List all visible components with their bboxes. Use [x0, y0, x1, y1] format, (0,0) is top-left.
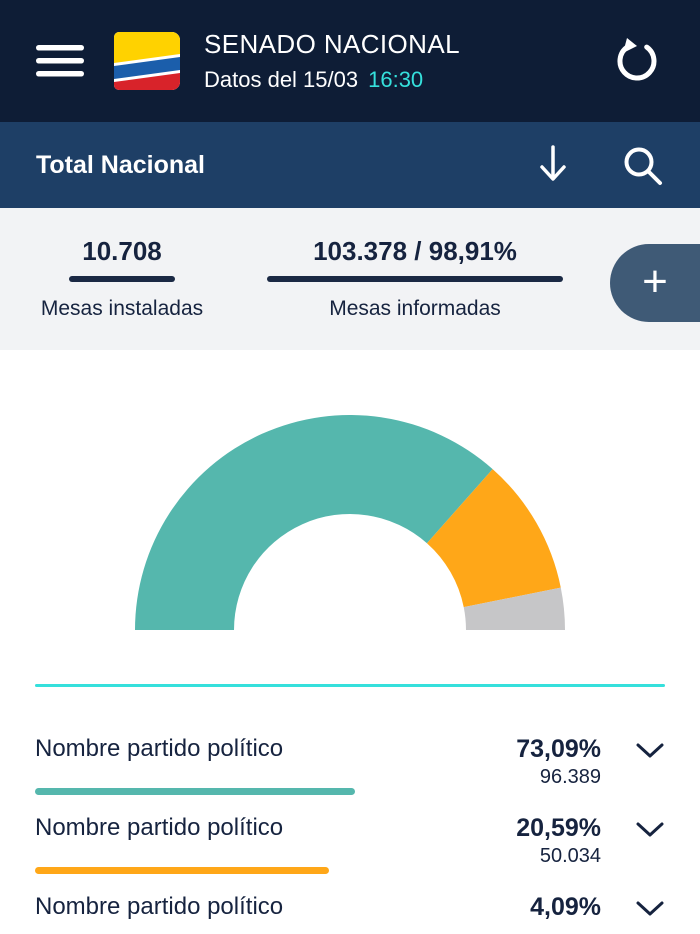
mesas-instaladas-label: Mesas instaladas [40, 297, 204, 320]
chevron-down-icon [636, 743, 664, 758]
expand-row-button[interactable] [635, 821, 665, 839]
results-gauge [135, 414, 565, 630]
region-title: Total Nacional [36, 150, 206, 179]
gauge-segment [426, 469, 561, 608]
party-percent: 4,09% [530, 893, 601, 921]
party-color-bar [35, 788, 355, 795]
stat-mesas-instaladas: 10.708 Mesas instaladas [38, 236, 206, 321]
stats-strip: 10.708 Mesas instaladas 103.378 / 98,91%… [0, 208, 700, 350]
party-row[interactable]: Nombre partido político 73,09% 96.389 [35, 734, 665, 795]
chevron-down-icon [636, 901, 664, 916]
results-gauge-wrap [135, 414, 565, 631]
colombia-flag-logo [114, 32, 180, 90]
cyan-divider [35, 684, 665, 687]
mesas-informadas-value: 103.378 / 98,91% [313, 236, 517, 266]
header-titles: SENADO NACIONAL Datos del 15/03 16:30 [204, 29, 460, 93]
app-header: SENADO NACIONAL Datos del 15/03 16:30 [0, 0, 700, 122]
stat-underline [267, 276, 563, 282]
page-title: SENADO NACIONAL [204, 29, 460, 59]
search-icon [624, 147, 662, 185]
party-name: Nombre partido político [35, 735, 284, 762]
party-name: Nombre partido político [35, 893, 284, 920]
mesas-instaladas-value: 10.708 [82, 236, 162, 266]
download-button[interactable] [538, 144, 568, 186]
menu-button[interactable] [36, 44, 84, 78]
data-time-value: 16:30 [368, 67, 424, 92]
party-votes: 50.034 [539, 845, 601, 867]
party-row[interactable]: Nombre partido político 4,09% [35, 892, 665, 934]
stat-underline [69, 276, 175, 282]
search-button[interactable] [620, 143, 664, 187]
mesas-informadas-label: Mesas informadas [329, 297, 501, 320]
party-row[interactable]: Nombre partido político 20,59% 50.034 [35, 813, 665, 874]
party-votes: 96.389 [539, 766, 601, 788]
region-bar: Total Nacional [0, 122, 700, 208]
expand-row-button[interactable] [635, 900, 665, 918]
data-date-label: Datos del 15/03 [204, 67, 359, 92]
gauge-segment [135, 414, 493, 630]
party-name: Nombre partido político [35, 814, 284, 841]
party-percent: 73,09% [516, 735, 601, 763]
party-list: Nombre partido político 73,09% 96.389 No… [35, 716, 665, 934]
expand-row-button[interactable] [635, 742, 665, 760]
chevron-down-icon [636, 822, 664, 837]
refresh-icon [617, 38, 657, 81]
add-button[interactable]: + [610, 244, 700, 322]
party-color-bar [35, 867, 329, 874]
down-arrow-icon [540, 145, 566, 181]
gauge-segment [463, 587, 565, 630]
data-timestamp: Datos del 15/03 16:30 [204, 67, 460, 93]
flag-icon [114, 32, 180, 90]
party-percent: 20,59% [516, 814, 601, 842]
stat-mesas-informadas: 103.378 / 98,91% Mesas informadas [264, 236, 566, 321]
refresh-button[interactable] [614, 38, 660, 84]
plus-icon: + [642, 256, 668, 306]
hamburger-icon [36, 45, 84, 77]
